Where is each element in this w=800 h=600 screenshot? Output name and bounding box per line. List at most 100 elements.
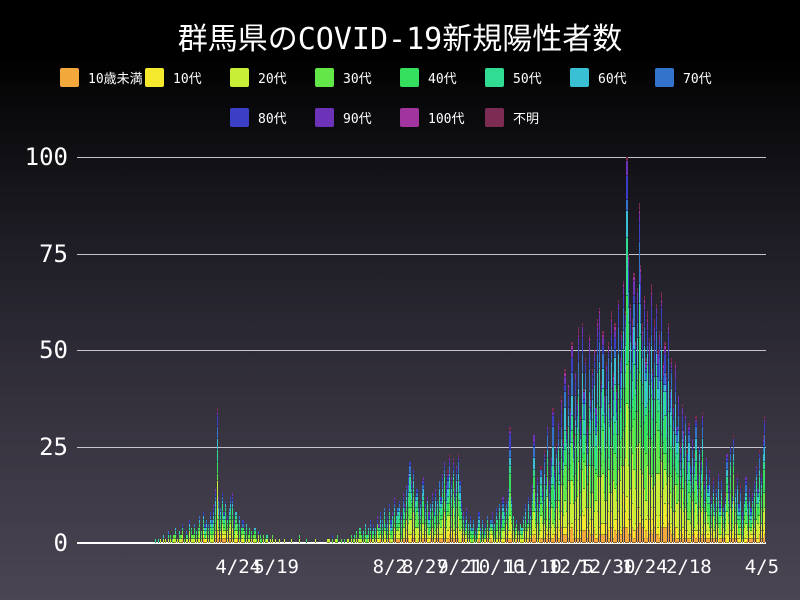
bar-segment [691, 492, 694, 501]
bar-segment [381, 523, 384, 528]
bar-segment [573, 535, 575, 540]
bar-segment [238, 531, 241, 540]
bar-segment [574, 500, 576, 520]
bar-segment [688, 461, 690, 482]
bar-segment [652, 473, 654, 489]
bar-segment [614, 338, 616, 351]
bar-segment [714, 531, 716, 540]
bar-segment [703, 512, 706, 524]
legend-item-11: 不明 [485, 107, 570, 127]
bar-segment [621, 330, 623, 335]
bar-stack [438, 481, 440, 543]
bar-segment [654, 319, 656, 327]
bar-segment [578, 442, 580, 462]
bar-segment [741, 512, 744, 516]
bar-segment [678, 396, 680, 405]
bar-stack [662, 361, 664, 543]
bar-segment [621, 334, 623, 339]
bar-segment [588, 334, 590, 339]
bar-segment [543, 500, 545, 520]
legend-row-2: 80代 90代 100代 不明 [0, 104, 800, 130]
bar-segment [555, 450, 558, 455]
bar-segment [483, 535, 485, 540]
bar-segment [182, 523, 184, 528]
bar-segment [412, 473, 415, 482]
bar-segment [681, 488, 683, 528]
bar-segment [485, 535, 487, 540]
bar-segment [423, 500, 425, 509]
bar-segment [550, 485, 552, 489]
bar-segment [547, 434, 549, 451]
x-tick-label-9/21: 9/21 [437, 556, 483, 578]
y-tick-label-50: 50 [39, 336, 68, 364]
bar-segment [412, 469, 415, 474]
x-tick-label-8/2: 8/2 [372, 556, 407, 578]
bar-segment [440, 527, 442, 536]
bar-segment [435, 531, 437, 536]
bar-segment [724, 531, 726, 536]
bar-segment [650, 284, 652, 293]
bar-segment [447, 496, 449, 505]
bar-segment [449, 465, 451, 474]
bar-segment [226, 527, 229, 532]
bar-segment [586, 485, 589, 509]
bar-segment [499, 508, 501, 513]
bar-segment [585, 365, 587, 374]
bar-segment [486, 531, 489, 536]
bar-segment [748, 492, 750, 497]
bar-segment [590, 508, 592, 520]
bar-segment [626, 157, 628, 161]
bar-segment [393, 496, 396, 501]
bar-segment [561, 469, 563, 486]
bar-segment [474, 535, 477, 540]
bar-segment [187, 539, 189, 543]
bar-stack [249, 527, 251, 543]
bar-segment [633, 539, 635, 543]
bar-segment [616, 485, 618, 501]
bar-segment [760, 496, 762, 509]
bar-segment [435, 515, 437, 524]
bar-segment [486, 539, 489, 543]
bar-segment [438, 496, 440, 509]
bar-stack [290, 539, 292, 543]
bar-segment [559, 500, 561, 513]
bar-segment [500, 519, 502, 524]
bar-segment [621, 535, 623, 543]
bar-segment [671, 508, 673, 524]
bar-segment [595, 473, 597, 501]
bar-segment [624, 311, 626, 316]
bar-segment [748, 515, 750, 520]
bar-segment [523, 515, 525, 520]
bar-segment [579, 438, 582, 447]
bar-segment [614, 323, 616, 327]
bar-segment [542, 488, 544, 493]
bar-segment [232, 504, 234, 509]
bar-stack [409, 461, 411, 543]
bar-segment [643, 303, 645, 312]
bar-segment [652, 442, 654, 474]
bar-segment [583, 515, 585, 532]
bar-segment [640, 334, 642, 381]
bar-stack [619, 357, 621, 543]
bar-segment [452, 461, 454, 466]
bar-segment [617, 531, 620, 543]
bar-segment [726, 458, 728, 462]
bar-segment [480, 527, 482, 532]
bar-stack [418, 508, 420, 543]
bar-segment [586, 454, 589, 466]
bar-segment [214, 523, 216, 532]
bar-segment [602, 473, 604, 524]
bar-segment [478, 527, 480, 532]
bar-segment [681, 442, 683, 462]
bar-segment [561, 512, 563, 528]
bar-segment [700, 539, 702, 543]
bar-segment [547, 427, 549, 432]
bar-segment [695, 504, 697, 532]
bar-segment [629, 519, 632, 536]
bar-segment [650, 292, 652, 296]
bar-segment [592, 519, 594, 536]
bar-segment [729, 465, 731, 478]
bar-segment [633, 272, 635, 277]
bar-segment [269, 539, 272, 543]
bar-segment [664, 384, 666, 393]
